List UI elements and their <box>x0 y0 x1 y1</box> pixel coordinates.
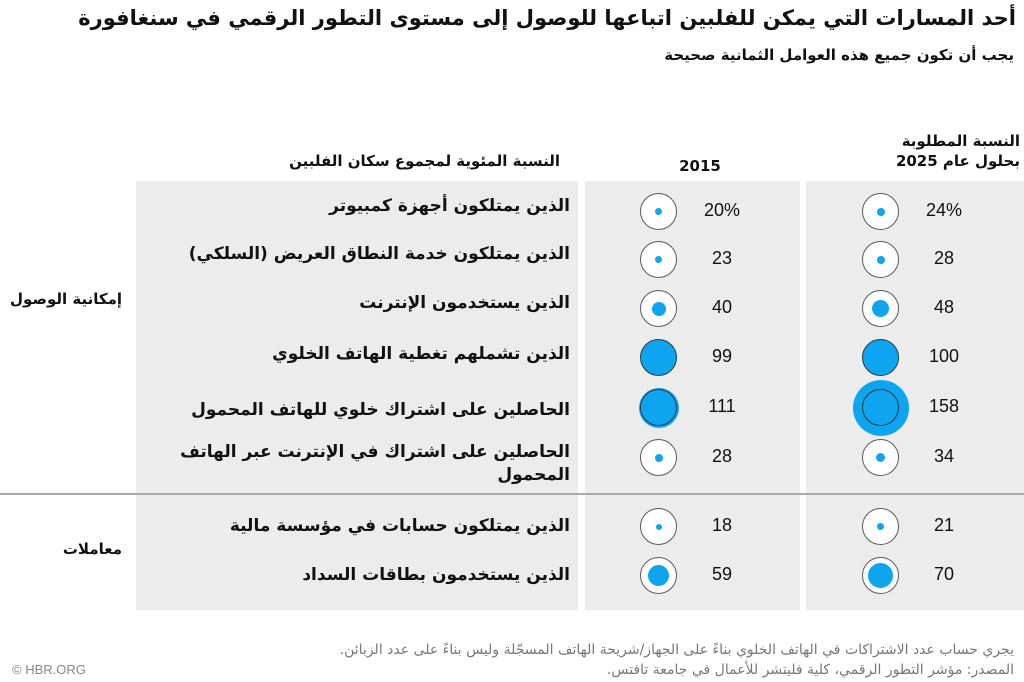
hbr-credit: © HBR.ORG <box>12 662 86 677</box>
value-2025: 48 <box>933 297 955 317</box>
value-2025: 100 <box>928 346 960 366</box>
row-label: الذين تشملهم تغطية الهاتف الخلوي <box>272 344 570 364</box>
value-2025: 24% <box>925 200 963 220</box>
column-header-2025-line2: بحلول عام 2025 <box>895 152 1020 170</box>
value-dot-icon <box>876 207 885 216</box>
cell-2015: 28 <box>640 439 780 477</box>
row-label: الذين يمتلكون أجهزة كمبيوتر <box>329 196 570 216</box>
row-label: الذين يمتلكون حسابات في مؤسسة مالية <box>229 516 570 536</box>
value-2025: 158 <box>928 396 960 416</box>
cell-2015: 59 <box>640 557 780 595</box>
row-label: الحاصلين على اشتراك في الإنترنت عبر الها… <box>180 442 570 485</box>
marker-circle-icon <box>640 290 677 327</box>
chart-title: أحد المسارات التي يمكن للفلبين اتباعها ل… <box>78 6 1016 30</box>
marker-circle-icon <box>862 241 899 278</box>
group-label-transactions: معاملات <box>62 540 122 558</box>
group-separator <box>0 493 1024 495</box>
cell-2025: 21 <box>862 508 1002 546</box>
cell-2015: 18 <box>640 508 780 546</box>
value-2015: 28 <box>711 446 733 466</box>
column-header-2025-line1: النسبة المطلوبة <box>901 132 1020 150</box>
value-dot-icon <box>868 563 893 588</box>
cell-2025: 28 <box>862 241 1002 279</box>
value-2015: 99 <box>711 346 733 366</box>
cell-2015: 111 <box>638 387 780 428</box>
value-dot-icon <box>654 453 663 462</box>
value-dot-icon <box>655 208 662 215</box>
value-dot-icon <box>655 523 662 530</box>
marker-circle-icon <box>640 557 677 594</box>
value-2015: 18 <box>711 515 733 535</box>
chart-subtitle: يجب أن تكون جميع هذه العوامل الثمانية صح… <box>664 46 1014 64</box>
marker-circle-full-icon <box>862 389 899 426</box>
panel-2015 <box>585 181 800 610</box>
column-header-2025: النسبة المطلوبة بحلول عام 2025 <box>840 131 1020 171</box>
marker-circle-icon <box>862 193 899 230</box>
value-dot-icon <box>877 523 884 530</box>
row-label: الذين يستخدمون بطاقات السداد <box>302 565 570 585</box>
cell-2015: 99 <box>640 339 780 377</box>
marker-circle-full-icon <box>640 389 677 426</box>
value-2015: 23 <box>711 248 733 268</box>
cell-2015: 40 <box>640 290 780 328</box>
cell-2025: 70 <box>862 557 1002 595</box>
cell-2025: 48 <box>862 290 1002 328</box>
value-dot-icon <box>876 255 885 264</box>
cell-2025: 34 <box>862 439 1002 477</box>
value-dot-icon <box>872 300 889 317</box>
row-label: الذين يستخدمون الإنترنت <box>359 293 570 313</box>
value-2025: 34 <box>933 446 955 466</box>
cell-2015: 23 <box>640 241 780 279</box>
footnote-note: يجري حساب عدد الاشتراكات في الهاتف الخلو… <box>339 642 1014 658</box>
marker-circle-icon <box>862 290 899 327</box>
value-2025: 21 <box>933 515 955 535</box>
footnote-source: المصدر: مؤشر التطور الرقمي، كلية فليتشر … <box>606 662 1014 678</box>
value-dot-icon <box>651 301 666 316</box>
value-2015: 20% <box>703 200 741 220</box>
marker-circle-full-icon <box>862 339 899 376</box>
value-2015: 111 <box>708 396 736 416</box>
cell-2025: 100 <box>862 339 1002 377</box>
marker-circle-icon <box>640 508 677 545</box>
value-2015: 59 <box>711 564 733 584</box>
marker-circle-icon <box>640 193 677 230</box>
value-2025: 70 <box>933 564 955 584</box>
panel-2025 <box>806 181 1024 610</box>
value-2025: 28 <box>933 248 955 268</box>
labels-panel <box>136 181 578 610</box>
row-label: الحاصلين على اشتراك خلوي للهاتف المحمول <box>191 400 570 420</box>
marker-circle-icon <box>862 508 899 545</box>
column-header-2015: 2015 <box>679 157 721 175</box>
value-2015: 40 <box>711 297 733 317</box>
group-label-access: إمكانية الوصول <box>10 290 122 308</box>
cell-2015: 20% <box>640 193 780 231</box>
marker-circle-icon <box>862 557 899 594</box>
marker-circle-icon <box>640 241 677 278</box>
labels-column-header: النسبة المئوية لمجموع سكان الفلبين <box>289 152 560 170</box>
marker-circle-full-icon <box>640 339 677 376</box>
cell-2025: 24% <box>862 193 1002 231</box>
row-label: الذين يمتلكون خدمة النطاق العريض (السلكي… <box>188 244 570 264</box>
marker-circle-icon <box>862 439 899 476</box>
cell-2025: 158 <box>852 379 1002 436</box>
marker-circle-icon <box>640 439 677 476</box>
value-dot-icon <box>655 256 662 263</box>
value-dot-icon <box>648 565 669 586</box>
value-dot-icon <box>876 453 885 462</box>
